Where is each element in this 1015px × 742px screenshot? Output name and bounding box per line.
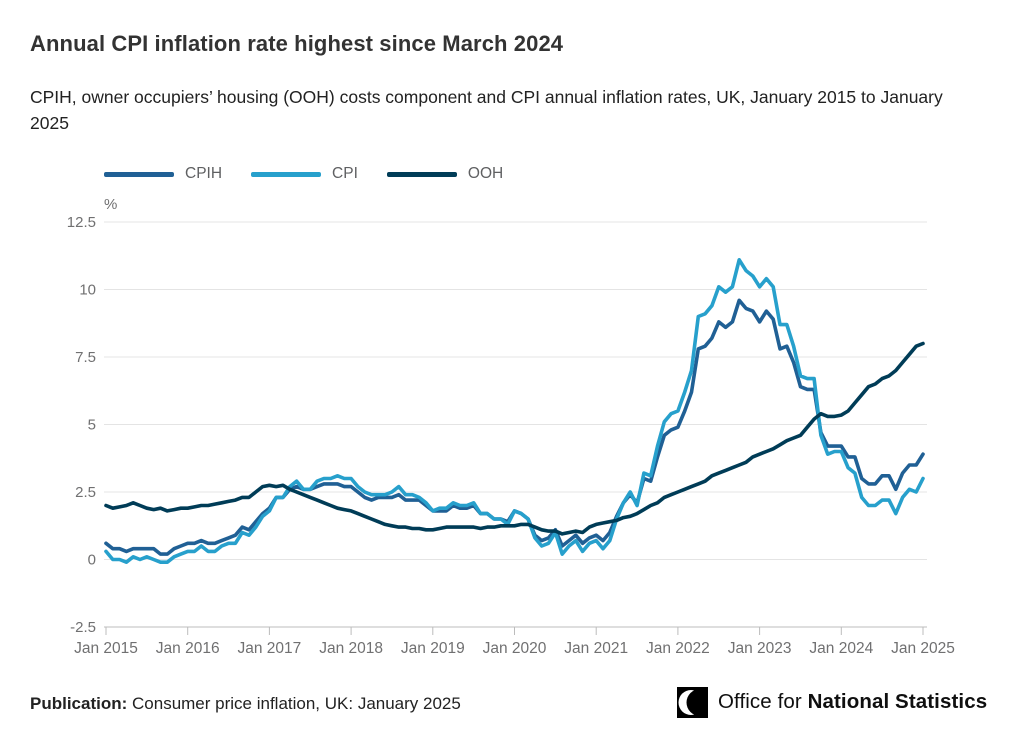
- y-tick-label: 0: [88, 552, 96, 569]
- ons-logo-text-regular: Office for: [718, 690, 808, 713]
- y-tick-label: 12.5: [67, 214, 96, 231]
- y-axis-unit-label: %: [104, 196, 118, 213]
- y-tick-label: 5: [88, 417, 96, 434]
- y-tick-label: 10: [79, 282, 96, 299]
- legend-label-ooh: OOH: [467, 165, 504, 182]
- ooh-line-swatch: [386, 171, 457, 177]
- legend-item-cpih[interactable]: CPIH: [104, 165, 222, 183]
- x-tick-label: Jan 2016: [156, 640, 220, 657]
- x-tick-label: Jan 2025: [891, 640, 955, 657]
- x-tick-label: Jan 2021: [564, 640, 628, 657]
- series-line-ooh: [104, 341, 925, 536]
- x-tick-label: Jan 2022: [646, 640, 710, 657]
- x-tick-label: Jan 2024: [809, 640, 873, 657]
- x-tick-label: Jan 2018: [319, 640, 383, 657]
- ons-logo-text-bold: National Statistics: [807, 690, 988, 713]
- publication-line: Publication: Consumer price inflation, U…: [30, 694, 461, 714]
- y-tick-label: -2.5: [70, 619, 96, 636]
- x-tick-label: Jan 2015: [74, 640, 138, 657]
- x-tick-label: Jan 2020: [483, 640, 547, 657]
- chart-subtitle: CPIH, owner occupiers’ housing (OOH) cos…: [30, 87, 943, 133]
- cpi-line-swatch: [251, 171, 322, 177]
- ons-logo: Office for National Statistics: [677, 685, 987, 719]
- chart-legend: CPIH CPI OOH: [104, 165, 503, 183]
- publication-text: Consumer price inflation, UK: January 20…: [127, 694, 461, 713]
- cpih-line-swatch: [104, 171, 174, 177]
- y-tick-label: 7.5: [75, 349, 96, 366]
- legend-item-ooh[interactable]: OOH: [386, 165, 504, 183]
- x-tick-label: Jan 2019: [401, 640, 465, 657]
- y-tick-label: 2.5: [75, 484, 96, 501]
- publication-label: Publication:: [30, 694, 128, 713]
- legend-label-cpih: CPIH: [185, 165, 223, 182]
- x-tick-label: Jan 2017: [238, 640, 302, 657]
- ons-logo-icon: [677, 686, 708, 718]
- page-title: Annual CPI inflation rate highest since …: [30, 31, 564, 56]
- series-line-cpih: [104, 298, 925, 556]
- legend-label-cpi: CPI: [332, 165, 358, 182]
- ons-logo-text: Office for National Statistics: [718, 690, 987, 714]
- series-line-cpi: [104, 257, 925, 565]
- x-tick-label: Jan 2023: [728, 640, 792, 657]
- legend-item-cpi[interactable]: CPI: [251, 165, 358, 183]
